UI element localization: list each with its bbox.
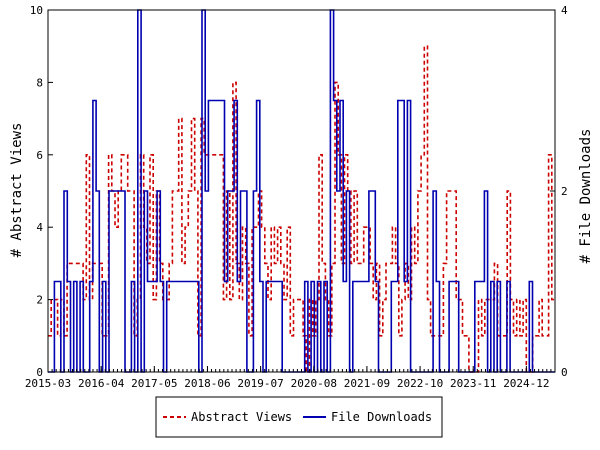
- x-tick-label: 2019-07: [237, 377, 283, 390]
- y-left-tick-label: 4: [36, 221, 43, 234]
- legend-label-file-downloads: File Downloads: [331, 410, 432, 424]
- x-tick-label: 2015-03: [25, 377, 71, 390]
- x-tick-label: 2018-06: [184, 377, 230, 390]
- y-left-tick-label: 2: [36, 294, 43, 307]
- axis-layer: 2015-03 2016-04 2017-05 2018-06 2019-07 2020-…: [25, 4, 568, 390]
- legend: Abstract Views File Downloads: [155, 396, 443, 438]
- x-tick-label: 2022-10: [397, 377, 443, 390]
- y-left-tick-label: 0: [36, 366, 43, 379]
- x-tick-label: 2021-09: [344, 377, 390, 390]
- y-left-tick-label: 8: [36, 76, 43, 89]
- plot-area: [48, 10, 555, 372]
- y-axis-title-left: # Abstract Views: [9, 123, 25, 258]
- y-left-tick-label: 10: [30, 4, 43, 17]
- y-right-tick-label: 0: [561, 366, 568, 379]
- y-right-tick-label: 2: [561, 185, 568, 198]
- y-left-tick-label: 6: [36, 149, 43, 162]
- x-tick-label: 2023-11: [450, 377, 496, 390]
- y-axis-title-right: # File Downloads: [578, 129, 594, 264]
- x-tick-label: 2020-08: [291, 377, 337, 390]
- x-tick-label: 2024-12: [503, 377, 549, 390]
- y-right-tick-label: 4: [561, 4, 568, 17]
- x-tick-label: 2016-04: [78, 377, 125, 390]
- legend-box: [155, 396, 443, 438]
- legend-label-abstract-views: Abstract Views: [191, 410, 292, 424]
- x-tick-label: 2017-05: [131, 377, 177, 390]
- plot-frame: [48, 10, 555, 372]
